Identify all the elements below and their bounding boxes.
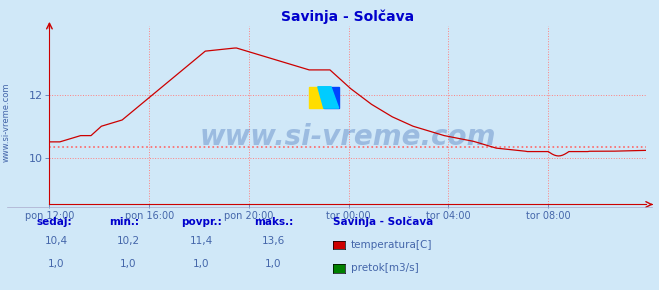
Text: 1,0: 1,0 — [192, 259, 210, 269]
Polygon shape — [318, 87, 339, 108]
Text: 13,6: 13,6 — [262, 235, 285, 246]
Text: 1,0: 1,0 — [265, 259, 282, 269]
Text: min.:: min.: — [109, 217, 139, 227]
Bar — [324, 87, 339, 108]
Text: 11,4: 11,4 — [189, 235, 213, 246]
Text: 10,4: 10,4 — [44, 235, 68, 246]
Text: povpr.:: povpr.: — [181, 217, 222, 227]
Text: Savinja - Solčava: Savinja - Solčava — [333, 216, 433, 227]
Text: www.si-vreme.com: www.si-vreme.com — [2, 82, 11, 162]
Text: temperatura[C]: temperatura[C] — [351, 240, 432, 250]
Text: 1,0: 1,0 — [47, 259, 65, 269]
Text: maks.:: maks.: — [254, 217, 293, 227]
Text: sedaj:: sedaj: — [36, 217, 72, 227]
Title: Savinja - Solčava: Savinja - Solčava — [281, 9, 415, 23]
Text: 10,2: 10,2 — [117, 235, 140, 246]
Bar — [309, 87, 324, 108]
Text: 1,0: 1,0 — [120, 259, 137, 269]
Text: pretok[m3/s]: pretok[m3/s] — [351, 263, 418, 273]
Text: www.si-vreme.com: www.si-vreme.com — [200, 123, 496, 151]
